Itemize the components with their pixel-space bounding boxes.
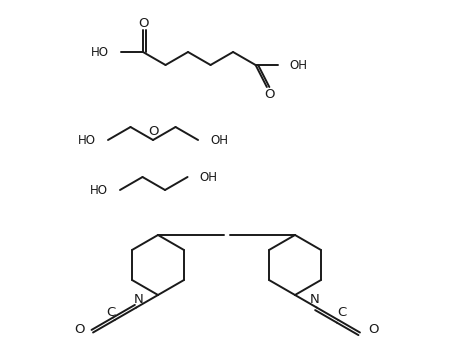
Text: C: C	[106, 306, 116, 319]
Text: OH: OH	[289, 59, 308, 71]
Text: O: O	[148, 125, 158, 138]
Text: O: O	[265, 88, 275, 100]
Text: HO: HO	[91, 46, 109, 59]
Text: OH: OH	[200, 170, 217, 184]
Text: O: O	[75, 323, 85, 336]
Text: O: O	[138, 17, 148, 30]
Text: HO: HO	[90, 184, 108, 197]
Text: N: N	[310, 293, 319, 306]
Text: OH: OH	[210, 134, 228, 147]
Text: N: N	[134, 293, 143, 306]
Text: HO: HO	[78, 134, 96, 147]
Text: O: O	[368, 323, 378, 336]
Text: C: C	[337, 306, 347, 319]
